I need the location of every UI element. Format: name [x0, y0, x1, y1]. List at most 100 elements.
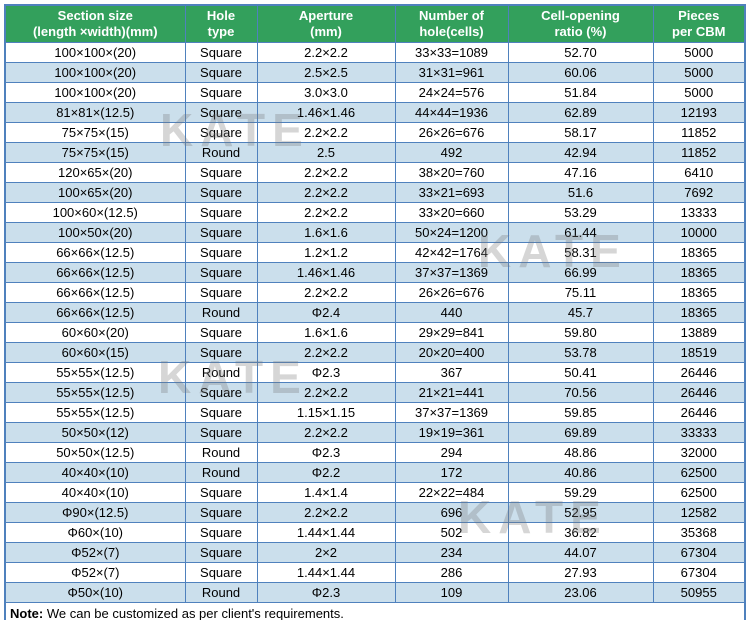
- cell: 6410: [652, 162, 746, 183]
- cell: 62500: [652, 482, 746, 503]
- cell: 50955: [652, 582, 746, 603]
- cell: Round: [184, 302, 258, 323]
- cell: 33×33=1089: [394, 42, 509, 63]
- cell: 48.86: [507, 442, 654, 463]
- cell: Square: [184, 322, 258, 343]
- cell: 37×37=1369: [394, 262, 509, 283]
- cell: 100×60×(12.5): [4, 202, 186, 223]
- cell: 1.15×1.15: [256, 402, 396, 423]
- cell: 2.2×2.2: [256, 382, 396, 403]
- header-line: Section size: [57, 8, 133, 23]
- cell: 2.2×2.2: [256, 42, 396, 63]
- cell: 58.17: [507, 122, 654, 143]
- table-row: 55×55×(12.5) Square 1.15×1.15 37×37=1369 59.…: [4, 402, 746, 423]
- table-row: 100×100×(20) Square 3.0×3.0 24×24=576 51.84 5…: [4, 82, 746, 103]
- cell: Φ52×(7): [4, 562, 186, 583]
- cell: 1.46×1.46: [256, 262, 396, 283]
- cell: 60.06: [507, 62, 654, 83]
- cell: 5000: [652, 42, 746, 63]
- cell: 5000: [652, 82, 746, 103]
- cell: 367: [394, 362, 509, 383]
- cell: 26446: [652, 382, 746, 403]
- table-row: 66×66×(12.5) Round Φ2.4 440 45.7 18365: [4, 302, 746, 323]
- cell: Φ50×(10): [4, 582, 186, 603]
- cell: 42×42=1764: [394, 242, 509, 263]
- header-line: (mm): [310, 24, 342, 39]
- cell: Square: [184, 522, 258, 543]
- cell: 66×66×(12.5): [4, 302, 186, 323]
- cell: 59.85: [507, 402, 654, 423]
- cell: 286: [394, 562, 509, 583]
- cell: 70.56: [507, 382, 654, 403]
- cell: 67304: [652, 562, 746, 583]
- table-row: 100×65×(20) Square 2.2×2.2 33×21=693 51.6 769…: [4, 182, 746, 203]
- col-header-cell-opening-ratio: Cell-opening ratio (%): [507, 4, 654, 43]
- cell: 33×20=660: [394, 202, 509, 223]
- cell: 50×50×(12): [4, 422, 186, 443]
- note-label: Note:: [10, 606, 44, 620]
- cell: 19×19=361: [394, 422, 509, 443]
- cell: 12582: [652, 502, 746, 523]
- cell: 2×2: [256, 542, 396, 563]
- cell: 100×65×(20): [4, 182, 186, 203]
- cell: 33333: [652, 422, 746, 443]
- cell: Round: [184, 582, 258, 603]
- cell: 55×55×(12.5): [4, 402, 186, 423]
- header-line: Number of: [419, 8, 484, 23]
- cell: 45.7: [507, 302, 654, 323]
- cell: 26446: [652, 402, 746, 423]
- spec-table: Section size (length ×width)(mm) Hole ty…: [4, 4, 746, 620]
- cell: 27.93: [507, 562, 654, 583]
- cell: 47.16: [507, 162, 654, 183]
- cell: 3.0×3.0: [256, 82, 396, 103]
- table-row: 81×81×(12.5) Square 1.46×1.46 44×44=1936 62.…: [4, 102, 746, 123]
- cell: 23.06: [507, 582, 654, 603]
- cell: 62.89: [507, 102, 654, 123]
- cell: 100×50×(20): [4, 222, 186, 243]
- cell: 1.6×1.6: [256, 322, 396, 343]
- note-row: Note: We can be customized as per client…: [4, 602, 746, 620]
- cell: 10000: [652, 222, 746, 243]
- cell: 53.78: [507, 342, 654, 363]
- table-row: 40×40×(10) Round Φ2.2 172 40.86 62500: [4, 462, 746, 483]
- cell: Φ90×(12.5): [4, 502, 186, 523]
- cell: Square: [184, 482, 258, 503]
- table-row: 50×50×(12.5) Round Φ2.3 294 48.86 32000: [4, 442, 746, 463]
- cell: 50.41: [507, 362, 654, 383]
- col-header-number-of-holes: Number of hole(cells): [394, 4, 509, 43]
- cell: 18365: [652, 302, 746, 323]
- table-row: 55×55×(12.5) Round Φ2.3 367 50.41 26446: [4, 362, 746, 383]
- cell: 100×100×(20): [4, 82, 186, 103]
- cell: 38×20=760: [394, 162, 509, 183]
- cell: Square: [184, 82, 258, 103]
- cell: Φ2.3: [256, 362, 396, 383]
- cell: 1.2×1.2: [256, 242, 396, 263]
- cell: Round: [184, 362, 258, 383]
- table-row: 66×66×(12.5) Square 1.2×1.2 42×42=1764 58.31…: [4, 242, 746, 263]
- cell: Φ2.4: [256, 302, 396, 323]
- table-body: 100×100×(20) Square 2.2×2.2 33×33=1089 52.70…: [4, 42, 746, 603]
- table-row: 60×60×(20) Square 1.6×1.6 29×29=841 59.80 138…: [4, 322, 746, 343]
- cell: 75×75×(15): [4, 122, 186, 143]
- header-line: per CBM: [672, 24, 726, 39]
- table-row: 75×75×(15) Square 2.2×2.2 26×26=676 58.17 118…: [4, 122, 746, 143]
- cell: 2.2×2.2: [256, 282, 396, 303]
- cell: 1.44×1.44: [256, 562, 396, 583]
- cell: 66×66×(12.5): [4, 262, 186, 283]
- cell: Square: [184, 342, 258, 363]
- cell: 492: [394, 142, 509, 163]
- cell: 66×66×(12.5): [4, 242, 186, 263]
- cell: 42.94: [507, 142, 654, 163]
- header-line: Aperture: [298, 8, 354, 23]
- cell: Square: [184, 562, 258, 583]
- cell: Square: [184, 242, 258, 263]
- cell: 1.44×1.44: [256, 522, 396, 543]
- cell: Φ2.3: [256, 582, 396, 603]
- cell: 109: [394, 582, 509, 603]
- cell: 66×66×(12.5): [4, 282, 186, 303]
- cell: 20×20=400: [394, 342, 509, 363]
- cell: Square: [184, 122, 258, 143]
- cell: 294: [394, 442, 509, 463]
- col-header-aperture: Aperture (mm): [256, 4, 396, 43]
